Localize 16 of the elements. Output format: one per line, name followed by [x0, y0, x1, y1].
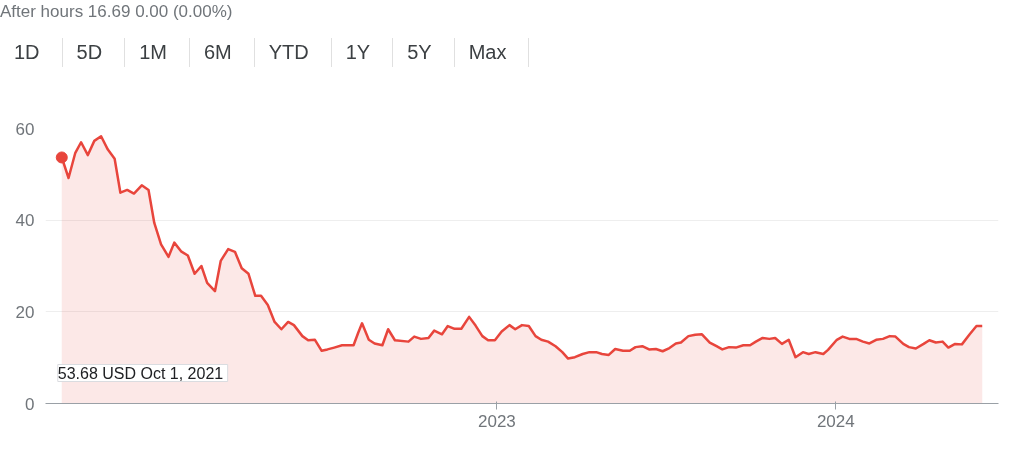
y-tick-label: 0 [25, 394, 35, 414]
y-tick-label: 60 [15, 119, 35, 139]
text: Max [454, 38, 530, 67]
text: 1D [0, 38, 63, 67]
x-tick-label: 2024 [816, 411, 855, 431]
text: 5D [62, 38, 126, 67]
text: 1M [125, 38, 190, 67]
y-tick-label: 20 [15, 302, 35, 322]
text: YTD [254, 38, 332, 67]
text: 5Y [393, 38, 455, 67]
annotation: 53.68 USD Oct 1, 2021 [57, 364, 224, 382]
chart-subtitle: After hours 16.69 0.00 (0.00%) [0, 1, 233, 23]
text: 6M [189, 38, 255, 67]
x-tick-label: 2023 [478, 411, 516, 431]
y-tick-label: 40 [15, 211, 35, 231]
text: 1Y [331, 38, 394, 67]
